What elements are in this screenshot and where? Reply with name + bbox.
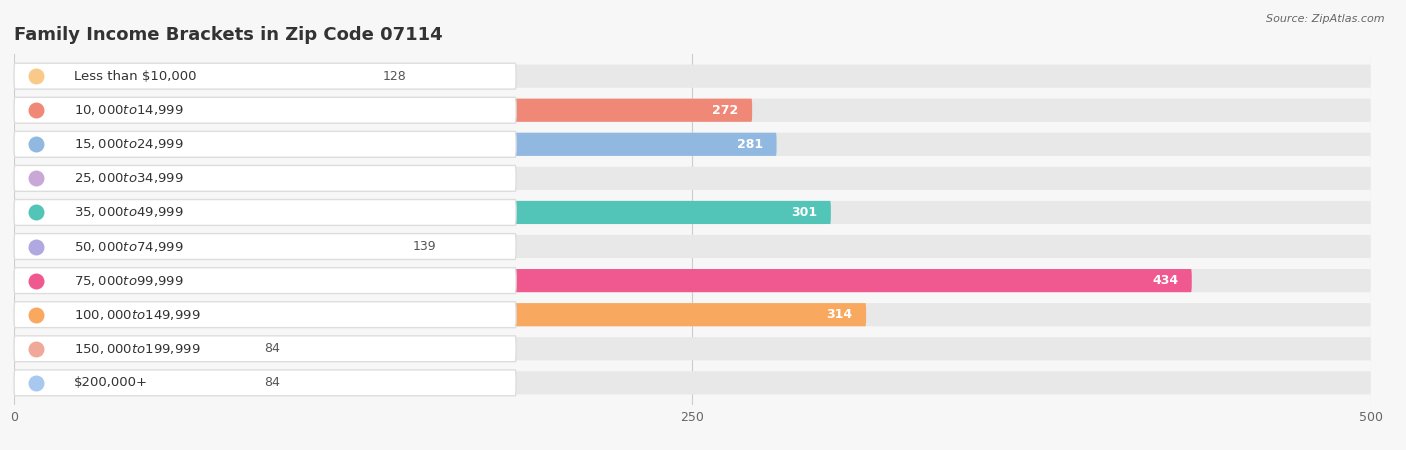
Point [24,345,46,352]
Text: Less than $10,000: Less than $10,000 [73,70,197,83]
Text: 281: 281 [737,138,763,151]
FancyBboxPatch shape [14,64,1371,88]
Point [24,311,46,318]
FancyBboxPatch shape [14,64,361,88]
Text: 84: 84 [264,376,280,389]
FancyBboxPatch shape [14,337,242,360]
FancyBboxPatch shape [14,167,1371,190]
FancyBboxPatch shape [14,131,516,157]
Point [24,141,46,148]
Text: Source: ZipAtlas.com: Source: ZipAtlas.com [1267,14,1385,23]
FancyBboxPatch shape [14,199,516,225]
FancyBboxPatch shape [14,234,516,260]
Point [24,209,46,216]
Point [24,379,46,387]
FancyBboxPatch shape [14,99,1371,122]
FancyBboxPatch shape [14,235,391,258]
Text: 177: 177 [454,172,481,185]
FancyBboxPatch shape [14,268,516,293]
Text: $35,000 to $49,999: $35,000 to $49,999 [73,206,183,220]
Text: $150,000 to $199,999: $150,000 to $199,999 [73,342,200,356]
Text: 128: 128 [382,70,406,83]
Point [24,175,46,182]
FancyBboxPatch shape [14,336,516,362]
Text: 434: 434 [1152,274,1178,287]
Point [24,107,46,114]
FancyBboxPatch shape [14,133,776,156]
Text: Family Income Brackets in Zip Code 07114: Family Income Brackets in Zip Code 07114 [14,26,443,44]
Point [24,243,46,250]
FancyBboxPatch shape [14,303,866,326]
Text: 139: 139 [413,240,437,253]
Text: $200,000+: $200,000+ [73,376,148,389]
Text: $25,000 to $34,999: $25,000 to $34,999 [73,171,183,185]
FancyBboxPatch shape [14,371,242,395]
FancyBboxPatch shape [14,97,516,123]
FancyBboxPatch shape [14,133,1371,156]
FancyBboxPatch shape [14,201,831,224]
FancyBboxPatch shape [14,63,516,89]
FancyBboxPatch shape [14,99,752,122]
FancyBboxPatch shape [14,371,1371,395]
Text: $50,000 to $74,999: $50,000 to $74,999 [73,239,183,253]
Text: 301: 301 [792,206,817,219]
FancyBboxPatch shape [14,166,516,191]
FancyBboxPatch shape [14,303,1371,326]
FancyBboxPatch shape [14,235,1371,258]
Text: $75,000 to $99,999: $75,000 to $99,999 [73,274,183,288]
FancyBboxPatch shape [14,269,1192,292]
FancyBboxPatch shape [14,201,1371,224]
Point [24,277,46,284]
Text: $15,000 to $24,999: $15,000 to $24,999 [73,137,183,151]
Text: 272: 272 [713,104,738,117]
FancyBboxPatch shape [14,337,1371,360]
FancyBboxPatch shape [14,269,1371,292]
FancyBboxPatch shape [14,167,495,190]
Text: 84: 84 [264,342,280,355]
Point [24,72,46,80]
Text: $10,000 to $14,999: $10,000 to $14,999 [73,103,183,117]
Text: 314: 314 [827,308,852,321]
FancyBboxPatch shape [14,370,516,396]
FancyBboxPatch shape [14,302,516,328]
Text: $100,000 to $149,999: $100,000 to $149,999 [73,308,200,322]
